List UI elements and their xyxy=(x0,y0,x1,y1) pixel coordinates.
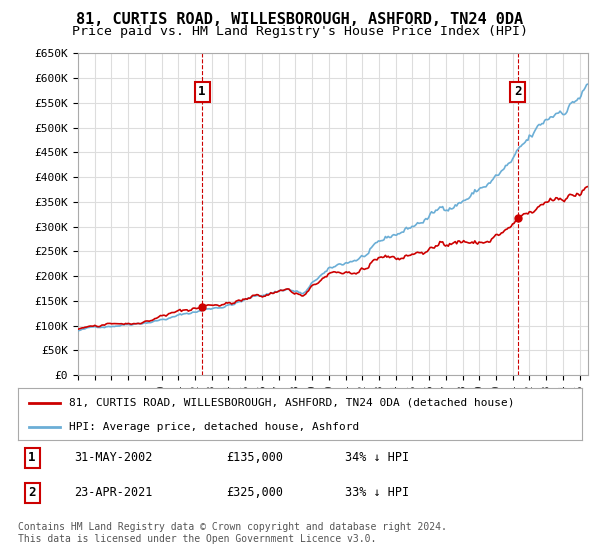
Text: 34% ↓ HPI: 34% ↓ HPI xyxy=(345,451,409,464)
Text: 1: 1 xyxy=(199,85,206,99)
Text: Price paid vs. HM Land Registry's House Price Index (HPI): Price paid vs. HM Land Registry's House … xyxy=(72,25,528,38)
Text: £135,000: £135,000 xyxy=(227,451,284,464)
Text: 31-MAY-2002: 31-MAY-2002 xyxy=(74,451,153,464)
Text: 81, CURTIS ROAD, WILLESBOROUGH, ASHFORD, TN24 0DA (detached house): 81, CURTIS ROAD, WILLESBOROUGH, ASHFORD,… xyxy=(69,398,514,408)
Text: Contains HM Land Registry data © Crown copyright and database right 2024.
This d: Contains HM Land Registry data © Crown c… xyxy=(18,522,447,544)
Text: £325,000: £325,000 xyxy=(227,486,284,500)
Text: 2: 2 xyxy=(28,486,36,500)
Text: 23-APR-2021: 23-APR-2021 xyxy=(74,486,153,500)
Text: HPI: Average price, detached house, Ashford: HPI: Average price, detached house, Ashf… xyxy=(69,422,359,432)
Text: 81, CURTIS ROAD, WILLESBOROUGH, ASHFORD, TN24 0DA: 81, CURTIS ROAD, WILLESBOROUGH, ASHFORD,… xyxy=(76,12,524,27)
Text: 2: 2 xyxy=(514,85,521,99)
Text: 33% ↓ HPI: 33% ↓ HPI xyxy=(345,486,409,500)
Text: 1: 1 xyxy=(28,451,36,464)
